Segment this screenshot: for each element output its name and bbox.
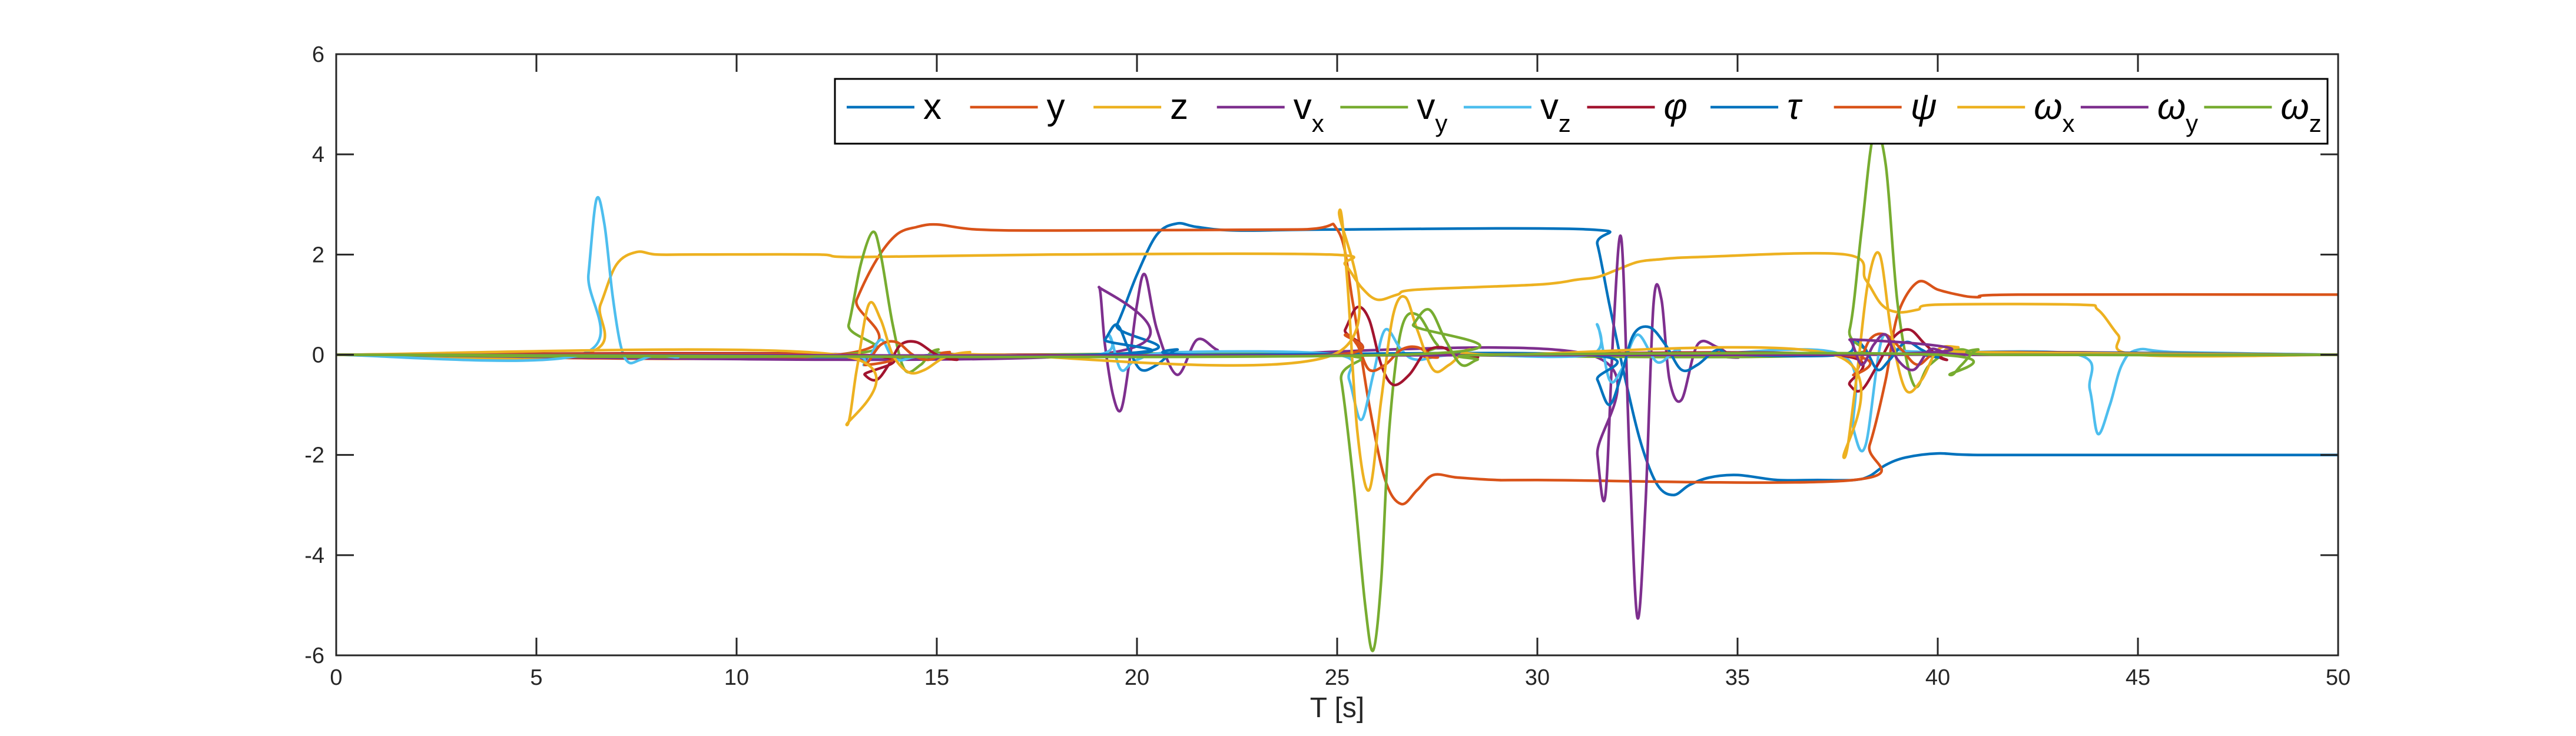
series-line-y (336, 223, 2339, 506)
series-line-psi (336, 332, 2339, 377)
y-tick-label: 2 (312, 243, 324, 267)
legend-label-v-x: vx (1294, 87, 1324, 137)
legend-label-omega-x: ωx (2034, 87, 2074, 137)
legend-label-v-z: vz (1540, 87, 1571, 137)
x-tick-label: 30 (1525, 665, 1550, 690)
x-axis: 0 5 10 15 20 25 30 35 40 45 50 (330, 54, 2350, 690)
y-tick-label: 0 (312, 343, 324, 368)
y-tick-label: 6 (312, 42, 324, 67)
legend-label-y: y (1047, 87, 1065, 127)
series-layer (336, 129, 2339, 652)
series-line-z (336, 250, 2339, 360)
x-tick-label: 5 (530, 665, 542, 690)
x-tick-label: 45 (2126, 665, 2150, 690)
series-line-omega-z (336, 308, 2339, 377)
x-tick-label: 50 (2326, 665, 2350, 690)
series-line-v-x (336, 234, 2339, 620)
x-tick-label: 10 (724, 665, 749, 690)
series-line-omega-x (336, 208, 2339, 492)
x-tick-label: 20 (1125, 665, 1149, 690)
series-line-tau (336, 323, 2339, 406)
x-tick-label: 25 (1325, 665, 1350, 690)
legend-label-phi: φ (1664, 87, 1688, 127)
legend-label-z: z (1170, 87, 1188, 127)
y-tick-label: -2 (304, 443, 324, 468)
y-tick-label: -4 (304, 543, 324, 568)
y-tick-label: -6 (304, 644, 324, 668)
x-tick-label: 40 (1925, 665, 1950, 690)
legend: x y z vx vy vz φ τ ψ ωx ωy ωz (834, 78, 2329, 145)
x-tick-label: 35 (1725, 665, 1750, 690)
legend-label-tau: τ (1787, 87, 1803, 127)
y-axis: -6 -4 -2 0 2 4 6 (304, 42, 2338, 668)
series-line-v-y (336, 129, 2339, 652)
legend-box (834, 78, 2329, 145)
legend-label-v-y: vy (1417, 87, 1447, 137)
legend-label-psi: ψ (1911, 87, 1937, 127)
legend-label-omega-z: ωz (2280, 87, 2321, 137)
series-line-v-z (336, 196, 2339, 453)
series-line-phi (336, 305, 2339, 393)
x-tick-label: 0 (330, 665, 342, 690)
legend-label-x: x (923, 87, 941, 127)
legend-label-omega-y: ωy (2157, 87, 2198, 137)
x-tick-label: 15 (924, 665, 949, 690)
x-axis-title: T [s] (1310, 692, 1364, 724)
y-tick-label: 4 (312, 142, 324, 167)
